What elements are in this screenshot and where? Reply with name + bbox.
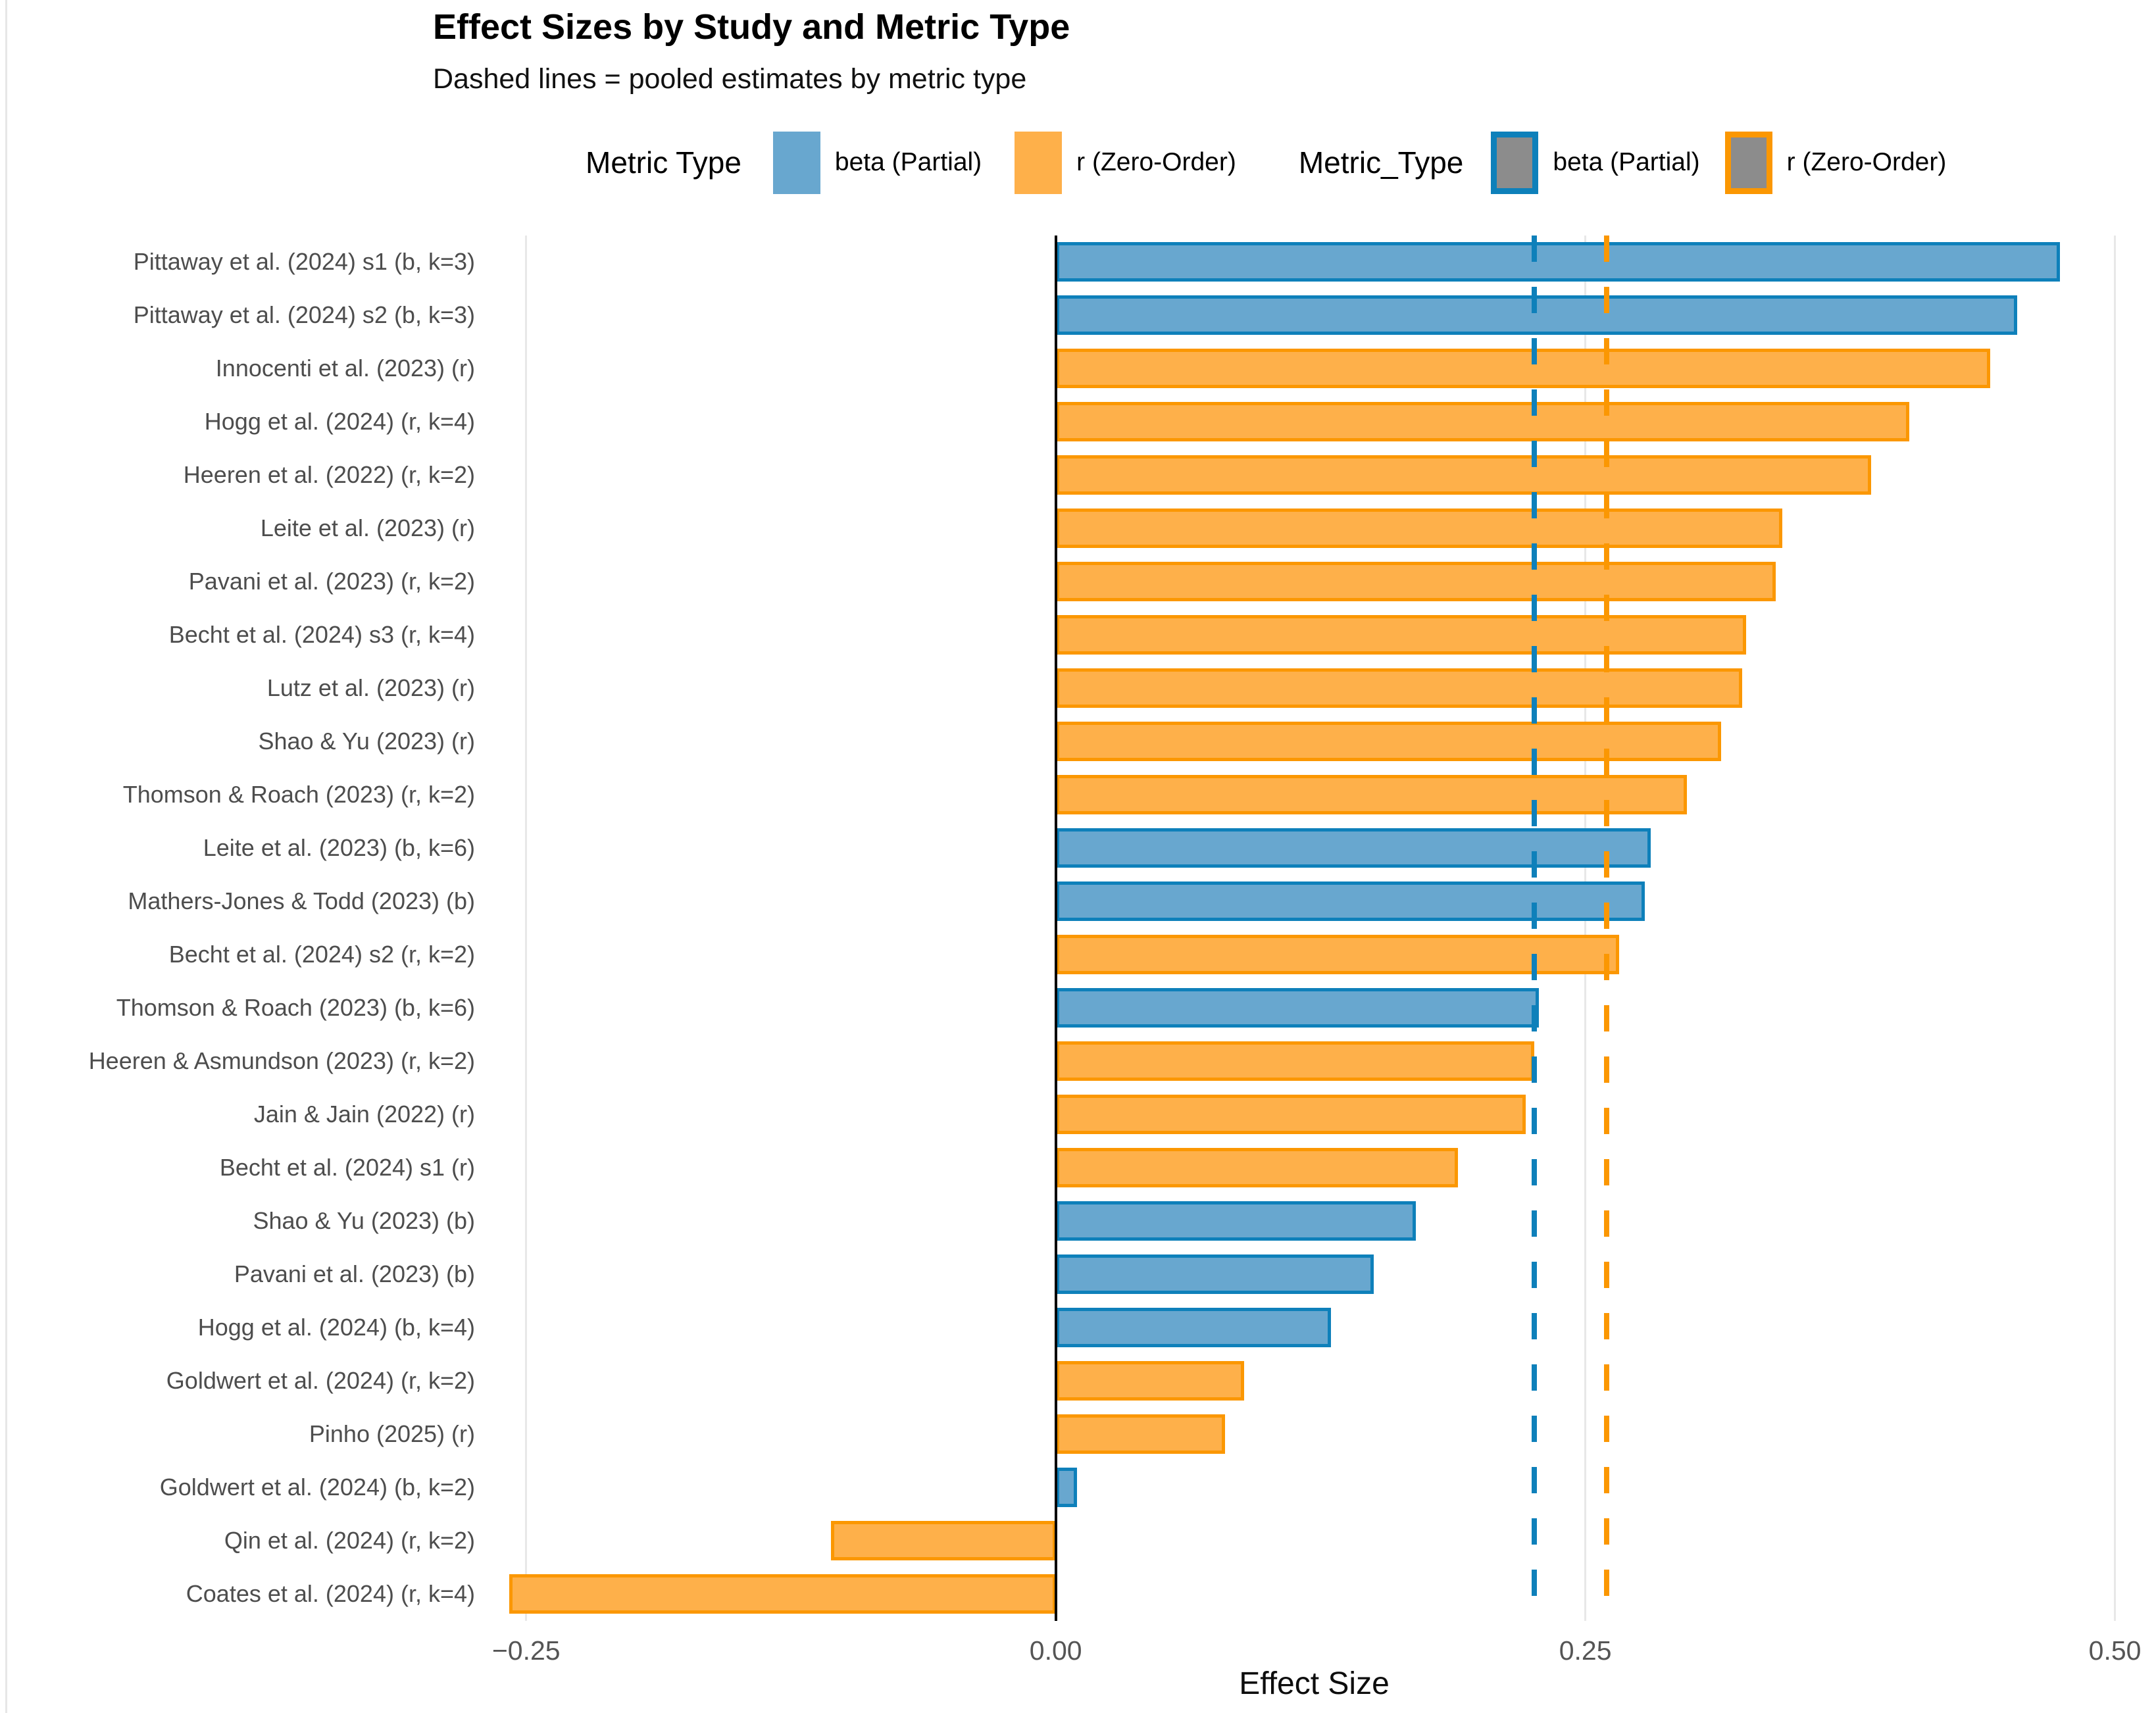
- y-axis-label: Qin et al. (2024) (r, k=2): [224, 1527, 475, 1554]
- bar: [1055, 1468, 1077, 1507]
- legend-label-r: r (Zero-Order): [1076, 148, 1236, 176]
- x-gridline: [2114, 236, 2117, 1621]
- x-tick-label: 0.50: [2088, 1635, 2142, 1666]
- y-axis-label: Shao & Yu (2023) (r): [258, 728, 475, 755]
- chart-title: Effect Sizes by Study and Metric Type: [433, 7, 1070, 47]
- x-gridline: [1584, 236, 1587, 1621]
- bar: [1055, 668, 1742, 708]
- y-axis-label: Pittaway et al. (2024) s2 (b, k=3): [133, 301, 475, 328]
- bar: [1055, 509, 1783, 548]
- bar: [1055, 242, 2060, 282]
- bar: [1055, 1148, 1459, 1187]
- bar: [1055, 1414, 1226, 1454]
- y-axis-label: Shao & Yu (2023) (b): [253, 1207, 475, 1234]
- y-axis-label: Pinho (2025) (r): [309, 1420, 475, 1447]
- legend-label-beta: beta (Partial): [834, 148, 982, 176]
- y-axis-label: Thomson & Roach (2023) (r, k=2): [122, 781, 475, 808]
- legend-swatch-r-outline-icon: [1724, 131, 1772, 194]
- bar: [1055, 828, 1651, 868]
- legend-label-r-2: r (Zero-Order): [1786, 148, 1947, 176]
- y-axis-label: Jain & Jain (2022) (r): [253, 1101, 475, 1128]
- figure-left-border: [5, 0, 7, 1713]
- bar: [1055, 935, 1620, 974]
- bar: [1055, 1201, 1416, 1241]
- bar: [1055, 1308, 1332, 1347]
- y-axis-label: Pavani et al. (2023) (b): [234, 1260, 475, 1287]
- y-axis-label: Becht et al. (2024) s2 (r, k=2): [168, 941, 475, 968]
- chart-subtitle: Dashed lines = pooled estimates by metri…: [433, 63, 1027, 95]
- bar: [1055, 455, 1872, 495]
- bar: [1055, 562, 1776, 601]
- y-axis-label: Hogg et al. (2024) (b, k=4): [197, 1314, 475, 1341]
- y-axis-label: Thomson & Roach (2023) (b, k=6): [116, 994, 475, 1021]
- y-axis-label: Pavani et al. (2023) (r, k=2): [188, 568, 475, 595]
- y-axis-label: Goldwert et al. (2024) (b, k=2): [159, 1474, 475, 1501]
- x-axis-title: Effect Size: [1239, 1666, 1390, 1701]
- y-axis-label: Lutz et al. (2023) (r): [266, 674, 475, 701]
- bar: [1055, 1361, 1245, 1401]
- y-axis-label: Becht et al. (2024) s3 (r, k=4): [168, 621, 475, 648]
- bar: [1055, 722, 1721, 761]
- bar: [1055, 402, 1910, 441]
- pooled-estimate-dashed-line: [1603, 236, 1609, 1621]
- bar: [1055, 1095, 1526, 1134]
- legend-swatch-beta-icon: [772, 131, 820, 194]
- y-axis-label: Heeren et al. (2022) (r, k=2): [183, 461, 475, 488]
- legend-title-metric-type-2: Metric_Type: [1298, 145, 1464, 180]
- y-axis-label: Hogg et al. (2024) (r, k=4): [204, 408, 475, 435]
- x-gridline: [525, 236, 528, 1621]
- zero-axis-line: [1054, 236, 1057, 1621]
- x-tick-label: 0.25: [1559, 1635, 1612, 1666]
- legend-title-metric-type: Metric Type: [586, 145, 741, 180]
- y-axis-label: Coates et al. (2024) (r, k=4): [186, 1580, 475, 1607]
- legend-row: Metric Type beta (Partial) r (Zero-Order…: [586, 130, 1946, 195]
- bar: [1055, 881, 1645, 921]
- pooled-estimate-dashed-line: [1532, 236, 1538, 1621]
- y-axis-label: Pittaway et al. (2024) s1 (b, k=3): [133, 248, 475, 275]
- x-tick-label: −0.25: [491, 1635, 561, 1666]
- y-axis-label: Becht et al. (2024) s1 (r): [219, 1154, 475, 1181]
- y-axis-label: Heeren & Asmundson (2023) (r, k=2): [88, 1047, 475, 1074]
- legend-label-beta-2: beta (Partial): [1553, 148, 1700, 176]
- legend-swatch-beta-outline-icon: [1491, 131, 1539, 194]
- bar: [1055, 1041, 1535, 1081]
- legend-swatch-r-icon: [1015, 131, 1063, 194]
- x-tick-label: 0.00: [1029, 1635, 1082, 1666]
- bar: [1055, 1254, 1374, 1294]
- y-axis-label: Leite et al. (2023) (r): [260, 514, 475, 541]
- bar: [1055, 349, 1990, 388]
- y-axis-label: Leite et al. (2023) (b, k=6): [203, 834, 475, 861]
- bar: [1055, 615, 1747, 655]
- bar: [831, 1521, 1056, 1560]
- y-axis-label: Innocenti et al. (2023) (r): [215, 355, 475, 382]
- y-axis-label: Mathers-Jones & Todd (2023) (b): [128, 887, 475, 914]
- y-axis-label: Goldwert et al. (2024) (r, k=2): [166, 1367, 475, 1394]
- bar: [1055, 988, 1539, 1028]
- bar: [1055, 775, 1688, 814]
- bar: [509, 1574, 1056, 1614]
